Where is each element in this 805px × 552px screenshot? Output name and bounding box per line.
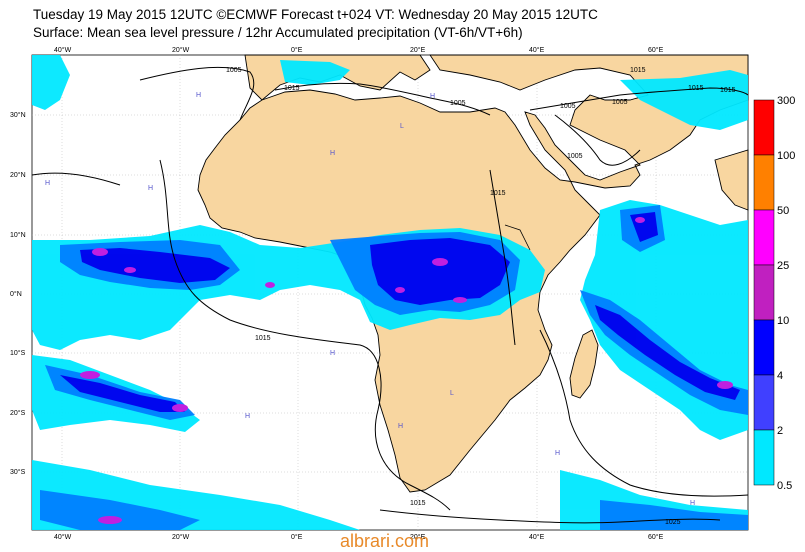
colorbar-swatch-10 — [753, 319, 775, 376]
svg-text:40°W: 40°W — [54, 533, 72, 541]
isobar-label: 1015 — [490, 190, 506, 197]
svg-text:L: L — [450, 390, 454, 397]
pressure-centres: H H H H H H H H H L L H — [45, 92, 695, 507]
svg-text:60°E: 60°E — [648, 533, 664, 541]
colorbar-label: 2 — [777, 425, 783, 437]
isobar-label: 1015 — [720, 87, 736, 94]
svg-text:20°S: 20°S — [10, 409, 26, 417]
isobar-label: 1015 — [410, 500, 426, 507]
colorbar-swatch-100 — [753, 154, 775, 211]
precip-extreme — [80, 217, 733, 524]
svg-text:20°E: 20°E — [410, 533, 426, 541]
colorbar-label: 50 — [777, 205, 789, 217]
svg-text:40°W: 40°W — [54, 46, 72, 54]
title-line-2: Surface: Mean sea level pressure / 12hr … — [33, 25, 523, 40]
isobar-lines — [31, 66, 749, 524]
colorbar-swatch-50 — [753, 209, 775, 266]
svg-text:30°S: 30°S — [10, 468, 26, 476]
colorbar-swatch-25 — [753, 264, 775, 321]
svg-text:H: H — [398, 423, 403, 430]
svg-text:30°N: 30°N — [10, 111, 26, 119]
latitude-left: 30°N 20°N 10°N 0°N 10°S 20°S 30°S — [10, 111, 26, 476]
isobar-label: 1005 — [567, 153, 583, 160]
isobar-label: 1005 — [560, 103, 576, 110]
svg-text:H: H — [330, 350, 335, 357]
svg-text:60°E: 60°E — [648, 46, 664, 54]
isobar-label: 1005 — [450, 100, 466, 107]
colorbar-swatch-300 — [753, 99, 775, 156]
svg-text:20°N: 20°N — [10, 171, 26, 179]
svg-text:20°E: 20°E — [410, 46, 426, 54]
svg-text:10°S: 10°S — [10, 349, 26, 357]
svg-text:40°E: 40°E — [529, 533, 545, 541]
colorbar-label: 0.5 — [777, 480, 792, 492]
svg-text:20°W: 20°W — [172, 46, 190, 54]
colorbar-label: 25 — [777, 260, 789, 272]
isobar-label: 1015 — [688, 85, 704, 92]
svg-text:20°W: 20°W — [172, 533, 190, 541]
svg-text:H: H — [245, 413, 250, 420]
colorbar-label: 300 — [777, 95, 795, 107]
svg-text:H: H — [45, 180, 50, 187]
svg-text:H: H — [555, 450, 560, 457]
isobar-labels: 1005 1015 1005 1015 1005 1005 1015 1015 … — [226, 67, 736, 526]
isobar-label: 1025 — [665, 519, 681, 526]
colorbar-label: 4 — [777, 370, 783, 382]
colorbar-swatch-2 — [753, 429, 775, 486]
svg-text:0°E: 0°E — [291, 46, 303, 54]
isobar-label: 1005 — [226, 67, 242, 74]
svg-text:H: H — [430, 93, 435, 100]
svg-text:H: H — [148, 185, 153, 192]
isobar-label: 1015 — [284, 85, 300, 92]
precip-heavy — [60, 212, 740, 412]
colorbar-swatch-4 — [753, 374, 775, 431]
svg-text:H: H — [330, 150, 335, 157]
colorbar-label: 10 — [777, 315, 789, 327]
svg-text:10°N: 10°N — [10, 231, 26, 239]
isobar-label: 1015 — [630, 67, 646, 74]
svg-text:0°N: 0°N — [10, 290, 22, 298]
isobar-label: 1015 — [255, 335, 271, 342]
svg-text:H: H — [690, 500, 695, 507]
longitude-bottom: 40°W 20°W 0°E 20°E 40°E 60°E — [54, 533, 664, 541]
colorbar: 300 100 50 25 10 4 2 0.5 — [753, 95, 795, 492]
watermark: albrari.com — [340, 531, 430, 551]
colorbar-label: 100 — [777, 150, 795, 162]
isobar-label: 1005 — [612, 99, 628, 106]
svg-text:40°E: 40°E — [529, 46, 545, 54]
svg-text:0°E: 0°E — [291, 533, 303, 541]
svg-text:L: L — [400, 123, 404, 130]
longitude-top: 40°W 20°W 0°E 20°E 40°E 60°E — [54, 46, 664, 54]
svg-text:H: H — [196, 92, 201, 99]
title-line-1: Tuesday 19 May 2015 12UTC ©ECMWF Forecas… — [33, 7, 598, 22]
